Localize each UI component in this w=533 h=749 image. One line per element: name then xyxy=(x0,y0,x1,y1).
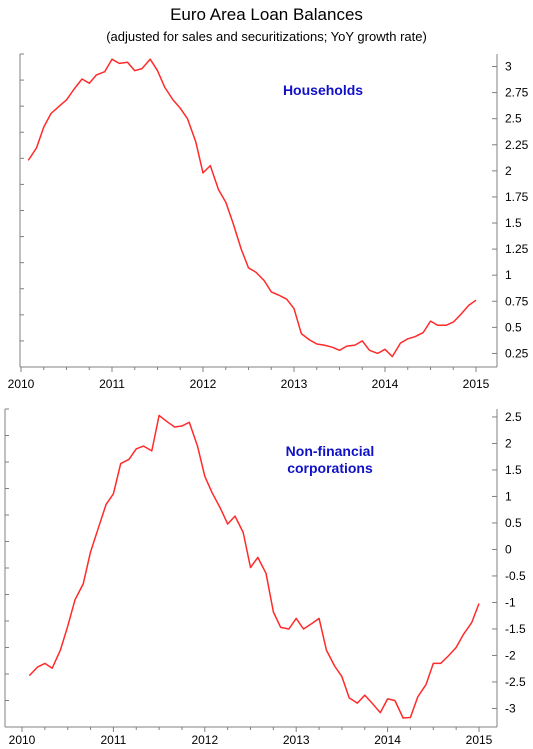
y-tick-label: -1.5 xyxy=(505,622,526,636)
chart-subtitle: (adjusted for sales and securitizations;… xyxy=(106,29,427,44)
x-tick-label: 2011 xyxy=(100,733,126,747)
households-chart: 0.25 0.5 0.75 1 1.25 1.5 1.75 2 2.25 2.5 2.75 3 2010… xyxy=(8,53,529,391)
series-annotation: corporations xyxy=(287,460,373,476)
y-tick-label: 0.25 xyxy=(505,346,529,360)
y-tick-label: 0 xyxy=(505,542,512,556)
y-tick-label: 1.25 xyxy=(505,242,529,256)
y-tick-label: -2.5 xyxy=(505,675,526,689)
y-tick-label: 3 xyxy=(505,60,512,74)
series-line xyxy=(28,414,480,719)
y-tick-label: 2.5 xyxy=(505,112,522,126)
y-tick-label: 2.25 xyxy=(505,138,529,152)
y-tick-label: 2 xyxy=(505,164,512,178)
y-tick-label: 2.75 xyxy=(505,86,529,100)
y-tick-label: -2 xyxy=(505,648,516,662)
y-tick-label: 1.75 xyxy=(505,190,529,204)
nfc-chart: -3 -2.5 -2 -1.5 -1 -0.5 0 0.5 1 1.5 2 2.5 2010 2011 20… xyxy=(4,408,526,747)
y-tick-label: 0.5 xyxy=(505,320,522,334)
y-tick-label: 1 xyxy=(505,268,512,282)
y-tick-label: -3 xyxy=(505,701,516,715)
series-line xyxy=(27,58,477,358)
x-tick-label: 2010 xyxy=(9,733,36,747)
x-tick-label: 2012 xyxy=(191,733,218,747)
x-tick-label: 2015 xyxy=(466,733,493,747)
series-annotation: Households xyxy=(283,82,363,98)
x-tick-label: 2014 xyxy=(372,377,399,391)
x-tick-label: 2014 xyxy=(374,733,401,747)
x-tick-label: 2013 xyxy=(281,377,308,391)
y-tick-label: -1 xyxy=(505,595,516,609)
y-tick-label: 1.5 xyxy=(505,463,522,477)
y-tick-label: 2 xyxy=(505,436,512,450)
series-annotation: Non-financial xyxy=(286,443,375,459)
y-tick-label: 1.5 xyxy=(505,216,522,230)
y-tick-label: 0.75 xyxy=(505,294,529,308)
chart-title: Euro Area Loan Balances xyxy=(170,5,363,24)
x-tick-label: 2012 xyxy=(190,377,217,391)
y-tick-label: 0.5 xyxy=(505,516,522,530)
y-tick-label: 1 xyxy=(505,489,512,503)
x-tick-label: 2013 xyxy=(283,733,310,747)
y-tick-label: -0.5 xyxy=(505,569,526,583)
y-tick-label: 2.5 xyxy=(505,410,522,424)
x-tick-label: 2015 xyxy=(463,377,490,391)
x-tick-label: 2011 xyxy=(99,377,125,391)
x-tick-label: 2010 xyxy=(8,377,35,391)
